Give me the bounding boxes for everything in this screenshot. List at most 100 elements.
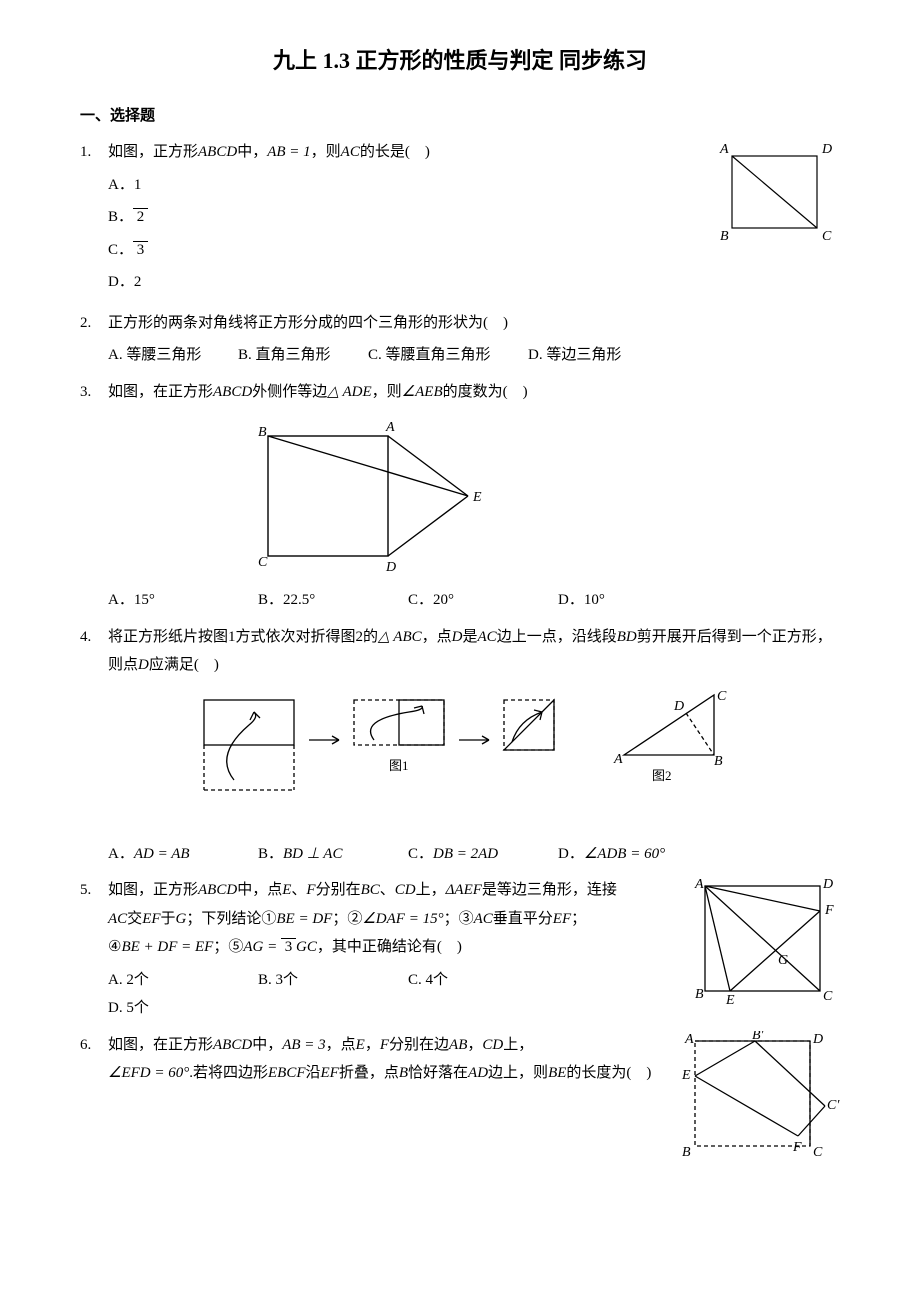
q6-t: 如图，在正方形: [108, 1037, 213, 1053]
q4-optb-pre: B．: [258, 846, 283, 862]
q6-number: 6.: [80, 1031, 108, 1171]
q2-option-b: B. 直角三角形: [238, 341, 368, 370]
q6-v: AB: [449, 1037, 467, 1053]
q1-figure: A D B C: [710, 138, 840, 248]
svg-text:D: D: [822, 877, 833, 892]
q4-optd-val: ∠ADB = 60°: [584, 846, 665, 862]
q5-t: 如图，正方形: [108, 882, 198, 898]
svg-text:B′: B′: [752, 1031, 765, 1043]
q4-optc-pre: C．: [408, 846, 433, 862]
q5-v: EF: [553, 911, 571, 927]
q4-stem-text: 应满足( ): [149, 657, 219, 673]
q3-stem-text: 的度数为( ): [443, 384, 528, 400]
svg-text:C: C: [822, 229, 832, 244]
q4-opta-pre: A．: [108, 846, 134, 862]
q5-t: 分别在: [316, 882, 361, 898]
svg-text:F: F: [792, 1140, 802, 1155]
q6-t: 分别在边: [389, 1037, 449, 1053]
q5-v: AC: [474, 911, 493, 927]
q5-v: ΔAEF: [446, 882, 482, 898]
svg-text:A: A: [385, 420, 395, 435]
svg-text:B: B: [682, 1145, 691, 1160]
q5-v: GC: [296, 939, 317, 955]
q5-v: AG =: [243, 939, 281, 955]
q1-var-abcd: ABCD: [198, 144, 237, 160]
q5-v: ABCD: [198, 882, 237, 898]
q2-option-a: A. 等腰三角形: [108, 341, 238, 370]
q5-t: 、: [380, 882, 395, 898]
q4-var-ac: AC: [478, 629, 497, 645]
q6-t: ，: [467, 1037, 482, 1053]
q4-option-b: B．BD ⊥ AC: [258, 840, 398, 869]
question-5: 5. A D B C E F G 如图，正方形ABCD中，点E、F分别在BC、C…: [80, 876, 840, 1023]
svg-text:A: A: [684, 1032, 694, 1047]
q1-stem-text: ，则: [311, 144, 341, 160]
svg-text:B: B: [714, 754, 723, 769]
q5-v: EF: [142, 911, 160, 927]
q6-v: EF: [321, 1065, 339, 1081]
q4-var-d: D: [452, 629, 463, 645]
question-6: 6. A B′ D E B F C C′: [80, 1031, 840, 1171]
q6-v: CD: [482, 1037, 503, 1053]
svg-text:B: B: [258, 425, 267, 440]
q3-option-c: C．20°: [408, 586, 548, 615]
q1-number: 1.: [80, 138, 108, 301]
q4-option-a: A．AD = AB: [108, 840, 248, 869]
q5-t: ④: [108, 939, 121, 955]
q5-v: BE = DF: [276, 911, 332, 927]
q1-var-ac: AC: [341, 144, 360, 160]
svg-text:A: A: [694, 877, 704, 892]
q5-number: 5.: [80, 876, 108, 1023]
q4-tri: △ ABC: [378, 629, 422, 645]
q3-stem: 如图，在正方形ABCD外侧作等边△ ADE，则∠AEB的度数为( ): [108, 378, 840, 407]
svg-text:C′: C′: [827, 1098, 840, 1113]
q1-stem-text: 如图，正方形: [108, 144, 198, 160]
q3-stem-text: 外侧作等边: [252, 384, 327, 400]
q2-options: A. 等腰三角形 B. 直角三角形 C. 等腰直角三角形 D. 等边三角形: [108, 341, 840, 370]
q6-v: F: [380, 1037, 389, 1053]
q4-stem: 将正方形纸片按图1方式依次对折得图2的△ ABC，点D是AC边上一点，沿线段BD…: [108, 623, 840, 680]
q1-optc-val: 3: [133, 242, 148, 258]
q5-t: ；③: [444, 911, 474, 927]
svg-text:D: D: [673, 699, 684, 714]
q5-v: ∠DAF = 15°: [362, 911, 443, 927]
q3-option-b: B．22.5°: [258, 586, 398, 615]
q5-t: 中，点: [237, 882, 282, 898]
q6-t: 恰好落在: [408, 1065, 468, 1081]
q6-v: EBCF: [268, 1065, 306, 1081]
q6-figure: A B′ D E B F C C′: [680, 1031, 840, 1171]
q6-t: .若将四边形: [189, 1065, 268, 1081]
q4-var-bd: BD: [617, 629, 637, 645]
q4-optd-pre: D．: [558, 846, 584, 862]
question-1: 1. A D B C 如图，正方形ABCD中，AB = 1，则AC的长是( ) …: [80, 138, 840, 301]
q6-t: ，点: [326, 1037, 356, 1053]
q6-t: 上，: [503, 1037, 533, 1053]
q6-t: 中，: [252, 1037, 282, 1053]
q4-stem-text: 是: [463, 629, 478, 645]
section-heading-1: 一、选择题: [80, 102, 840, 131]
q6-t: 沿: [306, 1065, 321, 1081]
svg-text:C: C: [813, 1145, 823, 1160]
q4-option-c: C．DB = 2AD: [408, 840, 548, 869]
q5-t: 是等边三角形，连接: [482, 882, 617, 898]
q3-options: A．15° B．22.5° C．20° D．10°: [108, 586, 840, 615]
q5-v: AC: [108, 911, 127, 927]
q3-option-a: A．15°: [108, 586, 248, 615]
question-4: 4. 将正方形纸片按图1方式依次对折得图2的△ ABC，点D是AC边上一点，沿线…: [80, 623, 840, 869]
q5-option-d: D. 5个: [108, 994, 248, 1023]
q4-stem-text: ，点: [422, 629, 452, 645]
q6-v: AB = 3: [282, 1037, 325, 1053]
q5-v: BE + DF = EF: [121, 939, 213, 955]
svg-text:B: B: [720, 229, 729, 244]
q6-t: 边上，则: [488, 1065, 548, 1081]
q6-v: ∠EFD = 60°: [108, 1065, 189, 1081]
q5-v: E: [282, 882, 291, 898]
q4-stem-text: 将正方形纸片按图1方式依次对折得图2的: [108, 629, 378, 645]
page-title: 九上 1.3 正方形的性质与判定 同步练习: [80, 40, 840, 82]
svg-text:B: B: [695, 987, 704, 1002]
q1-option-d: D．2: [108, 268, 840, 297]
q2-option-c: C. 等腰直角三角形: [368, 341, 528, 370]
q5-t: ，其中正确结论有( ): [317, 939, 462, 955]
q4-stem-text: 边上一点，沿线段: [497, 629, 617, 645]
q4-figure: 图1 A B C: [108, 690, 840, 830]
